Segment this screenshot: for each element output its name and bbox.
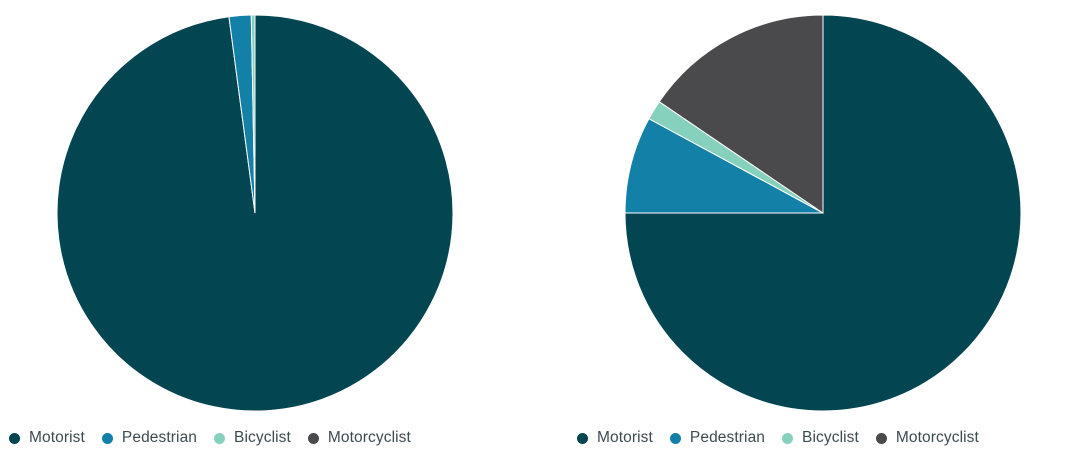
legend-item-pedestrian[interactable]: Pedestrian: [101, 429, 198, 447]
legend-item-bicyclist[interactable]: Bicyclist: [782, 429, 859, 447]
legend-label-bicyclist: Bicyclist: [234, 429, 291, 446]
legend-swatch-bicyclist: [782, 432, 794, 444]
legend-label-pedestrian: Pedestrian: [689, 429, 766, 446]
legend-item-motorist[interactable]: Motorist: [9, 429, 85, 447]
legend-item-motorcyclist[interactable]: Motorcyclist: [875, 429, 979, 447]
pie-chart-left-plot: [56, 14, 454, 412]
pie-chart-left: Motorist Pedestrian Bicyclist Motorcycli…: [0, 0, 534, 449]
legend-swatch-pedestrian: [669, 432, 681, 444]
legend-label-motorcyclist: Motorcyclist: [895, 429, 979, 446]
legend-item-motorist[interactable]: Motorist: [577, 429, 653, 447]
legend-label-bicyclist: Bicyclist: [802, 429, 859, 446]
legend-swatch-pedestrian: [101, 432, 113, 444]
legend-label-motorist: Motorist: [597, 429, 653, 446]
pie-chart-right-plot: [624, 14, 1022, 412]
legend-swatch-motorist: [577, 432, 588, 444]
legend-item-motorcyclist[interactable]: Motorcyclist: [307, 429, 411, 447]
legend-item-pedestrian[interactable]: Pedestrian: [669, 429, 766, 447]
legend-left: Motorist Pedestrian Bicyclist Motorcycli…: [9, 427, 411, 449]
legend-swatch-motorist: [9, 432, 20, 444]
pie-slice-motorcyclist[interactable]: [658, 14, 824, 214]
legend-label-motorcyclist: Motorcyclist: [327, 429, 411, 446]
legend-swatch-motorcyclist: [307, 432, 319, 444]
legend-label-pedestrian: Pedestrian: [121, 429, 198, 446]
pie-slice-bicyclist[interactable]: [250, 14, 256, 214]
legend-swatch-bicyclist: [214, 432, 226, 444]
legend-swatch-motorcyclist: [875, 432, 887, 444]
legend-label-motorist: Motorist: [29, 429, 85, 446]
legend-item-bicyclist[interactable]: Bicyclist: [214, 429, 291, 447]
pie-chart-right: Motorist Pedestrian Bicyclist Motorcycli…: [535, 0, 1069, 449]
legend-right: Motorist Pedestrian Bicyclist Motorcycli…: [577, 427, 979, 449]
pie-slice-pedestrian[interactable]: [624, 118, 824, 214]
pie-slice-motorist[interactable]: [624, 14, 1022, 412]
